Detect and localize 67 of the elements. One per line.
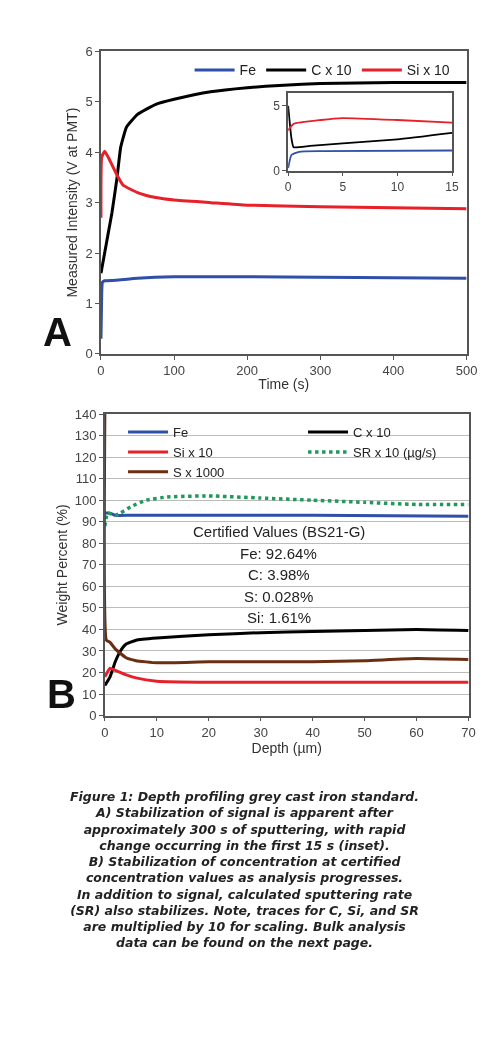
x-tick-label: 0 xyxy=(284,179,292,194)
x-tick-label: 300 xyxy=(309,363,332,379)
x-tick-label: 10 xyxy=(390,179,405,194)
text: Figure 1: Depth profiling grey cast iron standard. A) Stabilization of signal is apparent after approximately 300 s of sputtering, with rapid change occurring in the first 15 s (inset). B) Stabilization of concentration at certified concentration values as analysis progresses. In addition to signal, calculated sputtering rate (SR) also stabilizes. Note, traces for C, Si, and SR are multiplied by 10 for scaling. Bulk analysis data can be found on the next page. xyxy=(70,789,420,951)
y-tick-label: 20 xyxy=(82,665,97,681)
legend-label: S x 1000 xyxy=(173,464,225,480)
y-tick-label: 2 xyxy=(85,245,93,261)
y-tick-label: 120 xyxy=(74,449,97,465)
legend-label: C x 10 xyxy=(353,425,391,441)
y-tick-label: 1 xyxy=(85,296,93,312)
y-tick-label: 4 xyxy=(85,144,93,160)
annotation: Certified Values (BS21-G) xyxy=(193,523,366,540)
line-series xyxy=(104,414,469,665)
y-tick-label: 90 xyxy=(82,514,97,530)
x-tick-label: 70 xyxy=(461,724,476,740)
y-tick-label: 70 xyxy=(82,557,97,573)
text: A xyxy=(43,310,72,354)
annotation: Si: 1.61% xyxy=(247,609,312,626)
line-series xyxy=(288,149,453,169)
y-tick-label: 5 xyxy=(85,94,93,110)
y-tick-label: 10 xyxy=(82,686,97,702)
y-tick-label: 110 xyxy=(75,471,97,487)
x-tick-label: 20 xyxy=(201,724,216,740)
x-tick-label: 50 xyxy=(357,724,372,740)
y-tick-label: 80 xyxy=(82,535,97,551)
y-tick-label: 3 xyxy=(85,195,93,211)
y-axis-title: Measured Intensity (V at PMT) xyxy=(64,107,81,298)
text: B xyxy=(47,672,76,716)
y-tick-label: 100 xyxy=(74,492,97,508)
x-tick-label: 10 xyxy=(149,724,165,740)
y-tick-label: 0 xyxy=(85,346,93,362)
x-tick-label: 30 xyxy=(253,724,268,740)
y-tick-label: 50 xyxy=(82,600,97,616)
y-tick-label: 140 xyxy=(74,406,97,422)
line-series xyxy=(100,275,467,341)
annotation: Fe: 92.64% xyxy=(240,545,317,562)
x-tick-label: 0 xyxy=(101,724,109,740)
legend-label: Fe xyxy=(239,62,257,79)
line-series xyxy=(100,81,467,275)
annotation: S: 0.028% xyxy=(244,588,314,605)
legend-label: C x 10 xyxy=(311,62,352,79)
x-tick-label: 100 xyxy=(163,363,185,379)
x-tick-label: 40 xyxy=(305,724,320,740)
line-series xyxy=(100,149,467,220)
x-tick-label: 5 xyxy=(339,179,347,194)
legend-label: SR x 10 (µg/s) xyxy=(353,445,437,461)
line-series xyxy=(104,627,469,687)
x-tick-label: 400 xyxy=(382,363,405,379)
y-axis-title: Weight Percent (%) xyxy=(53,504,70,626)
x-tick-label: 15 xyxy=(445,179,460,194)
legend-label: Fe xyxy=(173,425,189,441)
x-axis-title: Depth (µm) xyxy=(251,739,322,756)
line-series xyxy=(288,117,453,132)
legend-label: Si x 10 xyxy=(406,62,450,79)
y-tick-label: 60 xyxy=(82,578,97,594)
y-tick-label: 40 xyxy=(82,621,97,637)
x-axis-title: Time (s) xyxy=(258,376,310,393)
legend-label: Si x 10 xyxy=(173,445,213,461)
x-tick-label: 60 xyxy=(409,724,424,740)
y-tick-label: 0 xyxy=(89,708,97,724)
annotation: C: 3.98% xyxy=(248,566,310,583)
y-tick-label: 6 xyxy=(85,43,93,59)
x-tick-label: 500 xyxy=(455,363,478,379)
x-tick-label: 200 xyxy=(236,363,259,379)
line-series xyxy=(104,666,469,684)
y-tick-label: 30 xyxy=(82,643,97,659)
y-tick-label: 130 xyxy=(74,428,97,444)
